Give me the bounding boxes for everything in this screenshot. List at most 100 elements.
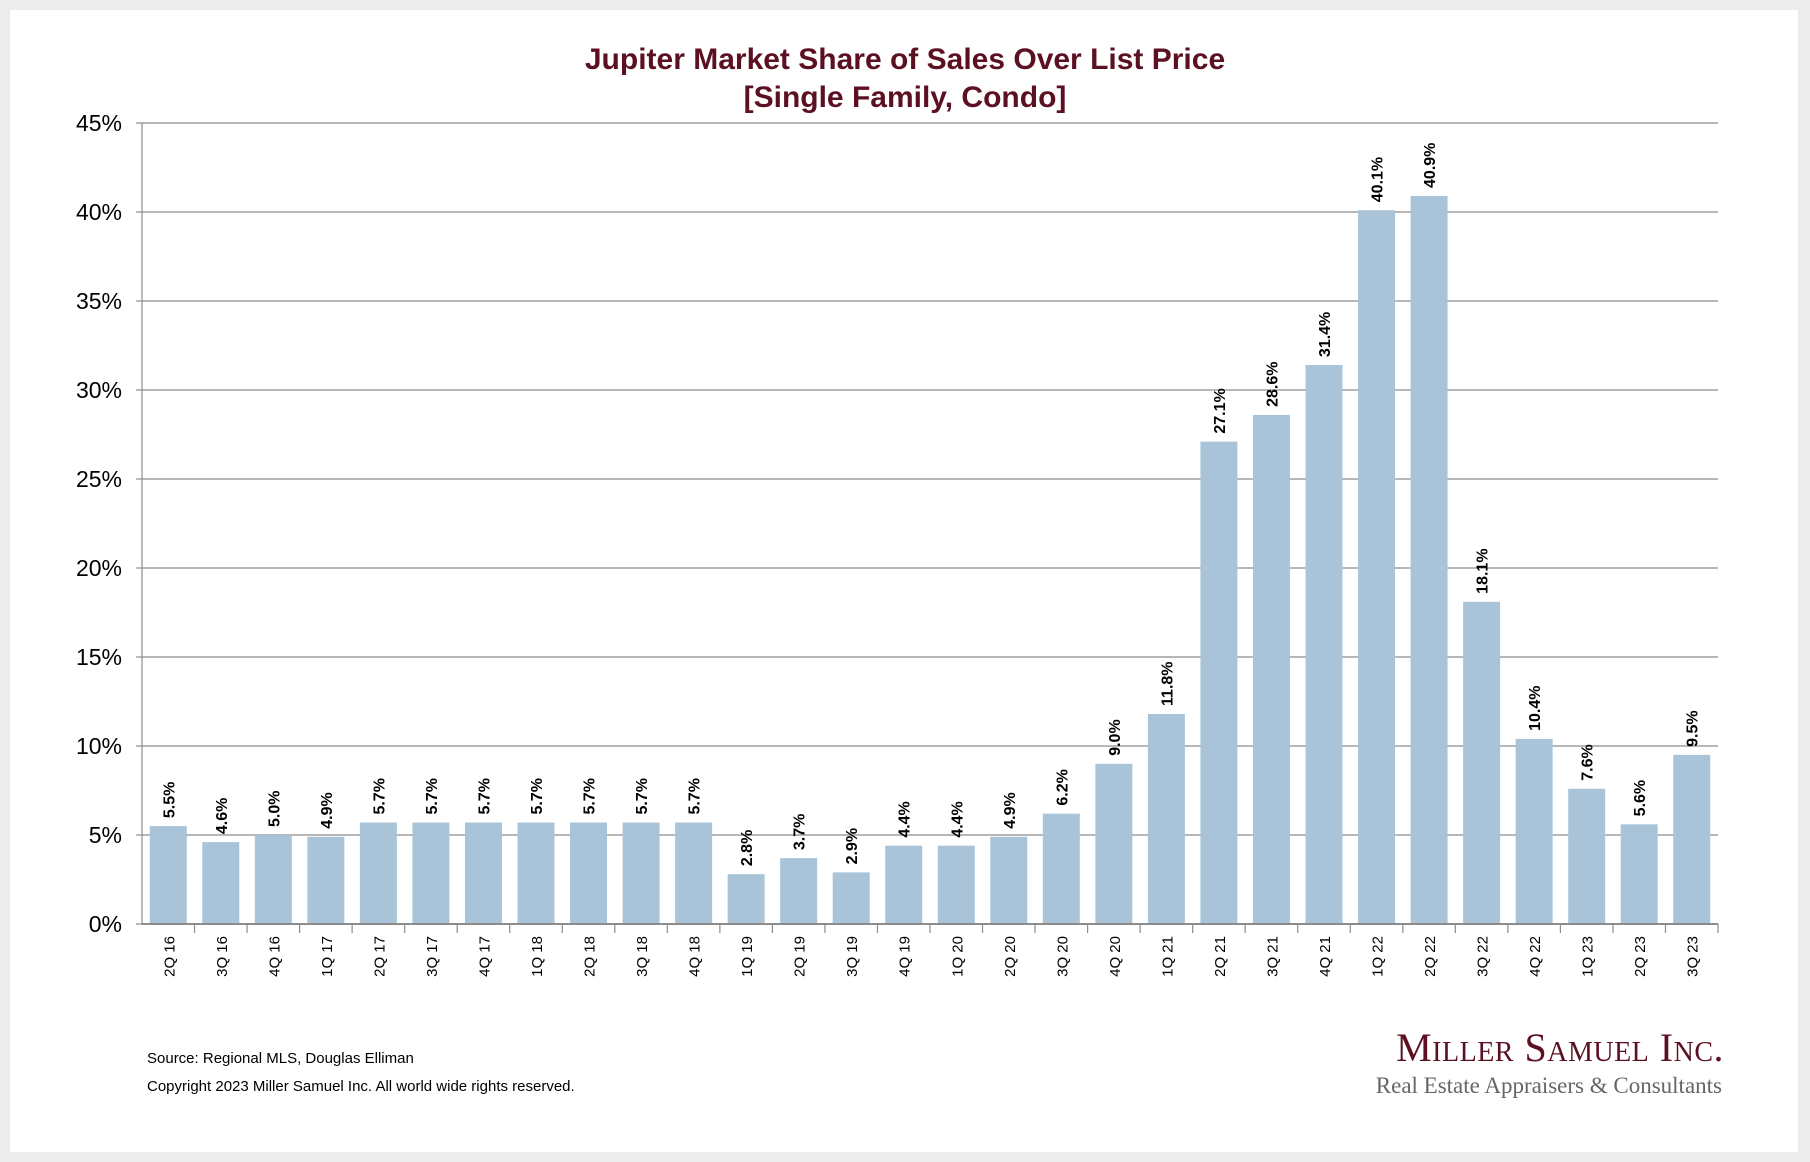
bar [1042,813,1080,924]
bar [622,822,660,924]
bar [202,842,240,924]
x-tick-label: 3Q 18 [634,936,651,977]
data-label: 5.7% [582,778,599,814]
bar [990,836,1028,924]
x-tick-label: 3Q 22 [1475,936,1492,977]
x-tick-label: 4Q 20 [1107,936,1124,977]
x-tick-label: 3Q 16 [214,936,231,977]
bar [675,822,713,924]
bar [1147,713,1185,924]
x-tick-label: 4Q 22 [1527,936,1544,977]
x-tick-label: 1Q 18 [529,936,546,977]
chart-subtitle: [Single Family, Condo] [743,81,1067,114]
bar [412,822,450,924]
copyright-note: Copyright 2023 Miller Samuel Inc. All wo… [147,1078,575,1095]
data-label: 3.7% [792,814,809,850]
bar [149,826,187,924]
data-label: 10.4% [1527,686,1544,731]
data-label: 5.7% [476,778,493,814]
x-tick-label: 2Q 22 [1422,936,1439,977]
bar [1358,210,1396,925]
y-tick-label: 45% [76,110,122,136]
data-label: 4.4% [949,801,966,837]
y-tick-label: 20% [76,555,122,581]
x-tick-label: 4Q 19 [897,936,914,977]
x-tick-label: 2Q 17 [371,936,388,977]
bar [1305,365,1343,925]
data-label: 7.6% [1580,744,1597,780]
data-label: 2.8% [739,830,756,866]
data-label: 6.2% [1054,769,1071,805]
x-tick-label: 3Q 23 [1685,936,1702,977]
bar [359,822,397,924]
y-tick-label: 5% [89,822,122,848]
bar [1463,601,1501,924]
data-label: 2.9% [844,828,861,864]
data-label: 5.5% [161,782,178,818]
x-tick-label: 2Q 21 [1212,936,1229,977]
data-label: 4.9% [319,792,336,828]
bar [832,872,870,924]
bar [570,822,608,924]
data-label: 5.6% [1632,780,1649,816]
x-tick-label: 1Q 23 [1580,936,1597,977]
data-label: 4.4% [897,801,914,837]
x-tick-label: 2Q 23 [1632,936,1649,977]
bar [727,874,765,924]
data-label: 5.7% [424,778,441,814]
bar [885,845,923,924]
bar [254,835,292,924]
x-tick-label: 2Q 19 [792,936,809,977]
x-tick-label: 3Q 20 [1054,936,1071,977]
bar [1095,763,1133,924]
x-tick-label: 3Q 19 [844,936,861,977]
x-tick-label: 1Q 20 [949,936,966,977]
x-tick-label: 4Q 21 [1317,936,1334,977]
x-tick-label: 2Q 20 [1002,936,1019,977]
bar [464,822,502,924]
data-label: 5.7% [634,778,651,814]
bar [307,836,345,924]
x-tick-label: 1Q 17 [319,936,336,977]
x-tick-label: 4Q 17 [476,936,493,977]
x-tick-label: 2Q 16 [161,936,178,977]
data-label: 5.7% [529,778,546,814]
data-label: 4.9% [1002,792,1019,828]
bar [1620,824,1658,924]
bar [1252,414,1290,924]
y-tick-label: 15% [76,644,122,670]
x-tick-label: 3Q 21 [1264,936,1281,977]
logo-tagline: Real Estate Appraisers & Consultants [1375,1073,1722,1098]
data-label: 5.7% [371,778,388,814]
bar [1515,738,1553,924]
data-label: 5.7% [687,778,704,814]
data-label: 28.6% [1264,362,1281,407]
data-label: 11.8% [1159,661,1176,705]
y-tick-label: 0% [89,911,122,937]
y-tick-label: 10% [76,733,122,759]
x-tick-label: 2Q 18 [582,936,599,977]
data-label: 9.0% [1107,719,1124,755]
bar [1200,441,1238,924]
bar [1673,754,1711,924]
bar [517,822,555,924]
source-note: Source: Regional MLS, Douglas Elliman [147,1050,414,1067]
y-tick-label: 35% [76,288,122,314]
chart-title: Jupiter Market Share of Sales Over List … [584,43,1226,76]
x-tick-label: 1Q 22 [1370,936,1387,977]
x-tick-label: 4Q 16 [266,936,283,977]
x-tick-label: 3Q 17 [424,936,441,977]
data-label: 31.4% [1317,312,1334,357]
x-tick-label: 1Q 19 [739,936,756,977]
bar [1410,195,1448,925]
x-tick-label: 1Q 21 [1159,936,1176,977]
bar [780,858,818,924]
y-tick-label: 25% [76,466,122,492]
y-tick-label: 30% [76,377,122,403]
bar [1568,788,1606,924]
data-label: 4.6% [214,798,231,834]
data-label: 40.9% [1422,143,1439,188]
y-tick-label: 40% [76,199,122,225]
logo-name: Miller Samuel Inc. [1396,1025,1724,1070]
